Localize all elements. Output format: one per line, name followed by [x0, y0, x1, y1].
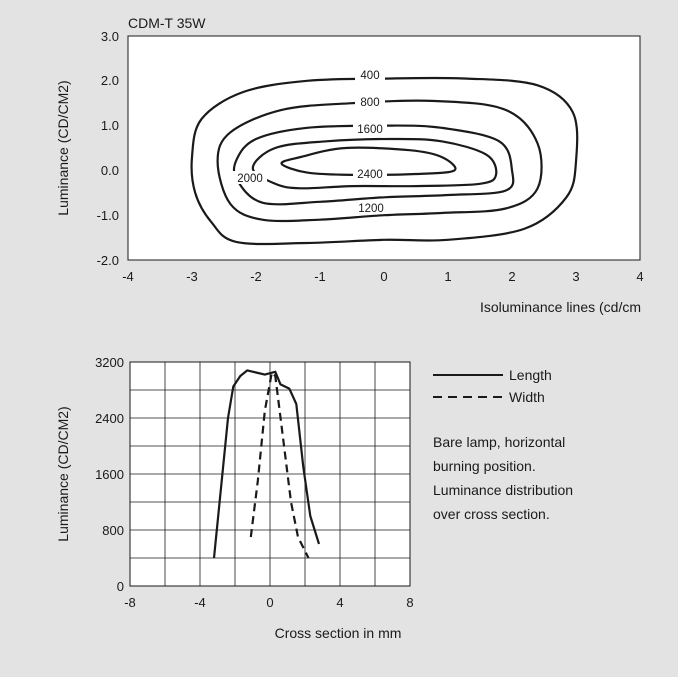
contour-400: [190, 76, 579, 246]
description-note: Bare lamp, horizontal burning position. …: [433, 434, 573, 522]
x-axis-ticks: -8 -4 0 4 8: [124, 595, 413, 610]
y-axis-ticks: 3.0 2.0 1.0 0.0 -1.0 -2.0: [97, 29, 119, 268]
contour-labels: 400 800 1600 2000 2400 1200: [233, 68, 387, 215]
contour-label-2400: 2400: [357, 169, 383, 181]
x-tick-label: 1: [444, 269, 451, 284]
contour-label-1600: 1600: [357, 124, 383, 136]
x-tick-label: 4: [336, 595, 343, 610]
note-line: over cross section.: [433, 506, 550, 522]
contour-label-bg: [355, 201, 387, 214]
legend-length-label: Length: [509, 367, 552, 383]
x-tick-label: -1: [314, 269, 326, 284]
y-tick-label: 0.0: [101, 163, 119, 178]
isoluminance-chart: CDM-T 35W 400 800 1600 2000 2400 1200 3.…: [55, 15, 644, 315]
x-tick-label: -2: [250, 269, 262, 284]
y-tick-label: 3.0: [101, 29, 119, 44]
x-tick-label: 4: [636, 269, 643, 284]
series-lines: [212, 369, 321, 559]
contour-1600: [232, 124, 515, 206]
note-line: burning position.: [433, 458, 536, 474]
contour-label-bg: [355, 95, 385, 108]
contour-label-400: 400: [360, 70, 379, 82]
y-tick-label: 1600: [95, 467, 124, 482]
y-axis-label: Luminance (CD/CM2): [55, 406, 71, 541]
note-line: Luminance distribution: [433, 482, 573, 498]
contour-label-1200: 1200: [358, 203, 384, 215]
cross-section-chart: 3200 2400 1600 800 0 -8 -4 0 4 8 Cross s…: [55, 355, 573, 641]
contour-2400: [280, 146, 457, 177]
y-tick-label: 2400: [95, 411, 124, 426]
contour-2000: [251, 137, 498, 190]
y-tick-label: -1.0: [97, 208, 119, 223]
series-line-length: [212, 369, 321, 559]
series-line-width: [249, 371, 310, 559]
contour-label-bg: [353, 122, 387, 135]
contour-800: [216, 99, 543, 223]
legend: Length Width: [433, 367, 552, 405]
x-tick-label: 8: [406, 595, 413, 610]
y-tick-label: 0: [117, 579, 124, 594]
x-tick-label: 2: [508, 269, 515, 284]
note-line: Bare lamp, horizontal: [433, 434, 565, 450]
contour-label-800: 800: [360, 97, 379, 109]
y-axis-label: Luminance (CD/CM2): [55, 80, 71, 215]
y-tick-label: 1.0: [101, 118, 119, 133]
contour-label-2000: 2000: [237, 173, 263, 185]
y-tick-label: 800: [102, 523, 124, 538]
x-tick-label: -8: [124, 595, 136, 610]
chart-title: CDM-T 35W: [128, 15, 206, 31]
y-tick-label: 3200: [95, 355, 124, 370]
x-tick-label: 3: [572, 269, 579, 284]
x-axis-label: Isoluminance lines (cd/cm: [480, 299, 641, 315]
x-axis-ticks: -4 -3 -2 -1 0 1 2 3 4: [122, 269, 643, 284]
legend-width-label: Width: [509, 389, 545, 405]
x-tick-label: 0: [380, 269, 387, 284]
y-tick-label: -2.0: [97, 253, 119, 268]
y-axis-ticks: 3200 2400 1600 800 0: [95, 355, 124, 594]
x-tick-label: 0: [266, 595, 273, 610]
x-axis-label: Cross section in mm: [275, 625, 402, 641]
x-tick-label: -4: [122, 269, 134, 284]
grid-lines: [130, 362, 410, 586]
x-tick-label: -4: [194, 595, 206, 610]
contour-label-bg: [355, 68, 385, 81]
contour-label-bg: [233, 171, 267, 184]
x-tick-label: -3: [186, 269, 198, 284]
y-tick-label: 2.0: [101, 73, 119, 88]
contour-label-bg: [353, 167, 387, 180]
contour-lines: [190, 76, 579, 246]
